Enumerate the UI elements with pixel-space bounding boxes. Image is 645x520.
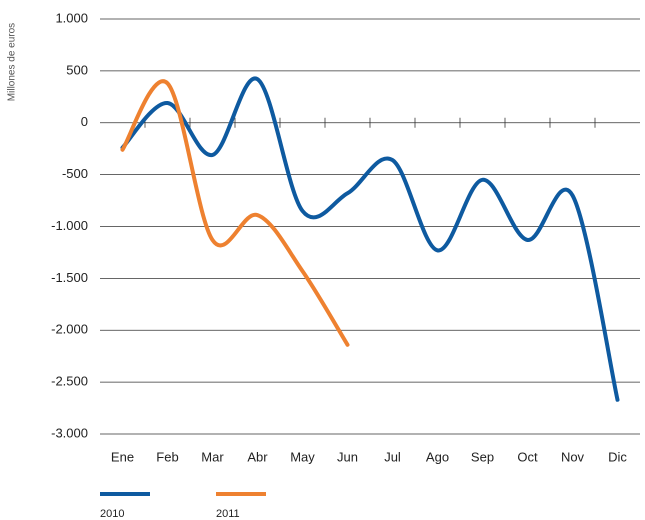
x-tick-label: Abr	[247, 449, 268, 464]
x-tick-label: Sep	[471, 449, 494, 464]
y-tick-label: 500	[66, 62, 88, 77]
x-tick-label: Feb	[156, 449, 178, 464]
data-line	[120, 79, 350, 347]
y-tick-label: 0	[81, 114, 88, 129]
x-tick-label: May	[290, 449, 315, 464]
x-tick-label: Jul	[384, 449, 401, 464]
x-tick-label: Ago	[426, 449, 449, 464]
y-tick-label: -2.500	[51, 374, 88, 389]
legend-label: 2011	[216, 508, 240, 520]
y-tick-label: -1.000	[51, 218, 88, 233]
y-tick-label: -2.000	[51, 322, 88, 337]
x-tick-label: Dic	[608, 449, 627, 464]
y-tick-label: -500	[62, 166, 88, 181]
x-tick-label: Ene	[111, 449, 134, 464]
legend-label: 2010	[100, 508, 124, 520]
y-tick-label: 1.000	[55, 10, 88, 25]
x-tick-label: Nov	[561, 449, 585, 464]
x-tick-label: Oct	[517, 449, 538, 464]
x-tick-label: Mar	[201, 449, 224, 464]
data-line	[120, 76, 620, 402]
y-tick-label: -3.000	[51, 425, 88, 440]
x-tick-label: Jun	[337, 449, 358, 464]
y-tick-label: -1.500	[51, 270, 88, 285]
y-axis-label: Millones de euros	[7, 23, 18, 101]
